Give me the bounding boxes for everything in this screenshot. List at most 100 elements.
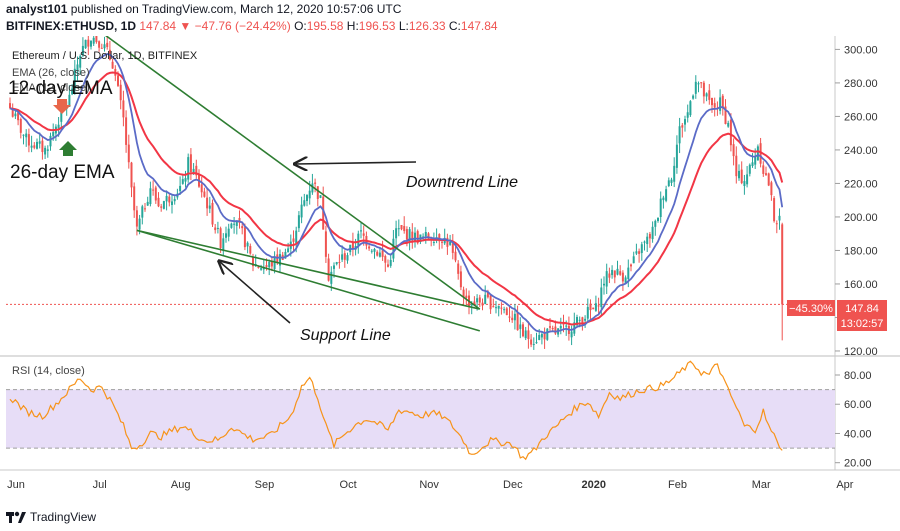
candle[interactable]	[162, 200, 165, 210]
symbol[interactable]: BITFINEX:ETHUSD, 1D	[6, 19, 137, 33]
candle[interactable]	[181, 174, 184, 185]
footer[interactable]: TradingView	[6, 507, 96, 527]
candle[interactable]	[659, 191, 662, 223]
candle[interactable]	[643, 240, 646, 251]
candle[interactable]	[427, 232, 430, 240]
candle[interactable]	[592, 307, 595, 310]
candle[interactable]	[535, 332, 538, 344]
candle[interactable]	[360, 222, 362, 239]
candle[interactable]	[667, 177, 670, 188]
candle[interactable]	[84, 39, 87, 49]
candle[interactable]	[503, 306, 506, 314]
candle[interactable]	[211, 199, 214, 227]
candle[interactable]	[500, 302, 503, 315]
candle[interactable]	[27, 128, 30, 153]
candle[interactable]	[79, 54, 82, 75]
candle[interactable]	[149, 181, 152, 207]
candle[interactable]	[324, 225, 327, 263]
candle[interactable]	[30, 135, 33, 153]
candle[interactable]	[397, 219, 400, 237]
support-line-lower[interactable]	[136, 229, 481, 332]
candle[interactable]	[511, 310, 514, 323]
candle[interactable]	[90, 40, 92, 50]
rsi-axis[interactable]: 20.00 40.00 60.00 80.00	[835, 370, 872, 470]
candle[interactable]	[249, 243, 252, 255]
candle[interactable]	[773, 196, 776, 223]
candle[interactable]	[519, 317, 522, 339]
candle[interactable]	[462, 286, 465, 304]
candle[interactable]	[316, 186, 319, 207]
candle[interactable]	[341, 245, 344, 263]
footer-brand[interactable]: TradingView	[30, 510, 97, 524]
candle[interactable]	[338, 254, 341, 269]
candle[interactable]	[200, 176, 203, 198]
candle[interactable]	[775, 220, 778, 234]
candle[interactable]	[119, 79, 122, 110]
candle[interactable]	[735, 146, 738, 184]
candle[interactable]	[203, 187, 206, 198]
candle[interactable]	[87, 31, 90, 56]
candle[interactable]	[630, 263, 632, 272]
candle[interactable]	[603, 276, 605, 295]
candle[interactable]	[241, 222, 244, 235]
candle[interactable]	[711, 97, 713, 113]
candle[interactable]	[446, 233, 449, 255]
candle[interactable]	[238, 210, 241, 229]
candle[interactable]	[41, 136, 44, 160]
candle[interactable]	[765, 166, 767, 177]
candle[interactable]	[179, 176, 182, 195]
candle[interactable]	[25, 129, 28, 147]
candle[interactable]	[233, 217, 236, 234]
candle[interactable]	[635, 243, 638, 256]
candle[interactable]	[351, 232, 354, 257]
candle[interactable]	[287, 242, 290, 253]
candle[interactable]	[586, 298, 589, 322]
candle[interactable]	[208, 196, 211, 214]
candle[interactable]	[411, 223, 414, 249]
candle[interactable]	[111, 58, 114, 69]
candle[interactable]	[781, 222, 784, 341]
candle[interactable]	[681, 123, 684, 138]
candle[interactable]	[767, 172, 770, 187]
candle[interactable]	[530, 334, 533, 348]
candle[interactable]	[71, 84, 74, 96]
candle[interactable]	[230, 222, 233, 229]
candle[interactable]	[46, 145, 49, 158]
candle[interactable]	[546, 328, 549, 341]
candle[interactable]	[376, 250, 379, 257]
candle[interactable]	[756, 144, 759, 161]
candle[interactable]	[400, 224, 403, 231]
support-line-upper[interactable]	[136, 229, 480, 310]
candle[interactable]	[616, 260, 619, 276]
candle[interactable]	[702, 80, 705, 104]
candle[interactable]	[416, 229, 419, 245]
candle[interactable]	[311, 173, 314, 195]
candle[interactable]	[103, 36, 106, 52]
candle[interactable]	[343, 250, 346, 268]
candle[interactable]	[189, 148, 192, 181]
candle[interactable]	[297, 211, 300, 233]
candle[interactable]	[306, 194, 308, 207]
time-axis[interactable]: Jun Jul Aug Sep Oct Nov Dec 2020 Feb Mar Apr	[7, 479, 854, 491]
candle[interactable]	[727, 120, 730, 128]
candle[interactable]	[611, 265, 614, 279]
candle[interactable]	[300, 196, 303, 224]
candle[interactable]	[654, 219, 657, 236]
candle[interactable]	[594, 295, 597, 312]
candle[interactable]	[130, 161, 133, 198]
candle[interactable]	[589, 299, 592, 320]
candle[interactable]	[92, 34, 95, 46]
candle[interactable]	[684, 115, 686, 132]
candle[interactable]	[49, 132, 52, 151]
candle[interactable]	[648, 231, 651, 248]
candle[interactable]	[22, 134, 25, 145]
candle[interactable]	[157, 192, 160, 208]
candle[interactable]	[697, 81, 700, 93]
candle[interactable]	[692, 94, 695, 100]
candle[interactable]	[438, 233, 441, 250]
candle[interactable]	[270, 256, 273, 272]
candle[interactable]	[219, 226, 222, 253]
candle[interactable]	[222, 233, 225, 256]
candle[interactable]	[673, 157, 676, 188]
candle[interactable]	[292, 230, 295, 252]
